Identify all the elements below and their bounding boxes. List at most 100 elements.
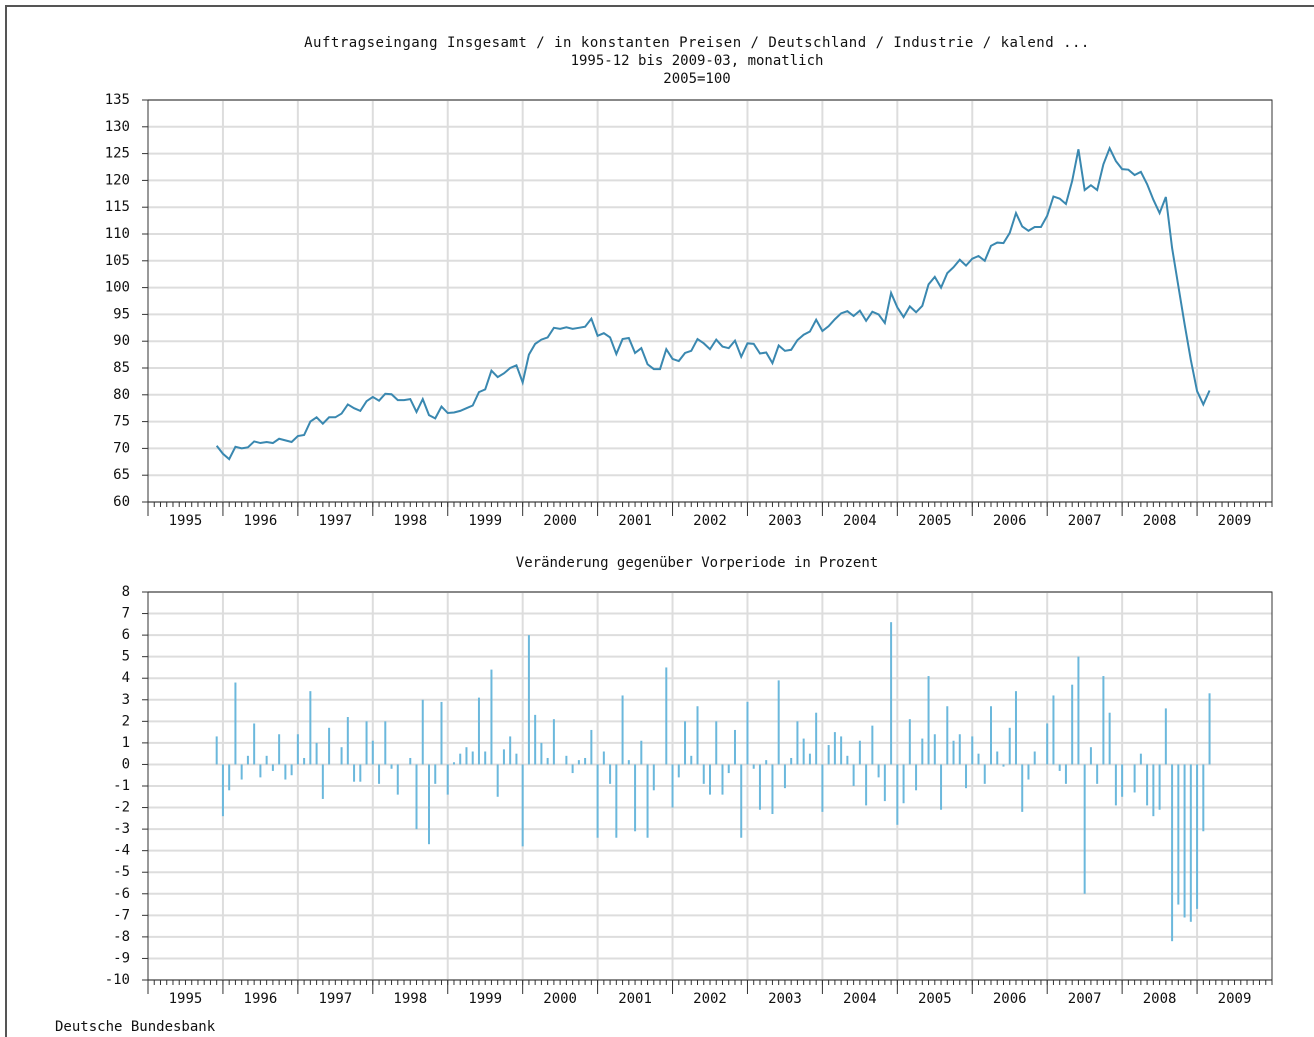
bar <box>990 706 992 765</box>
y-tick-label: 130 <box>105 119 130 135</box>
y-tick-label: -1 <box>113 778 130 794</box>
bar <box>565 755 568 765</box>
bar <box>621 695 624 765</box>
bar <box>1114 764 1117 806</box>
bar <box>946 706 949 765</box>
bar <box>1046 723 1049 765</box>
bar <box>346 717 349 765</box>
bar <box>796 721 799 765</box>
bar <box>977 753 980 765</box>
bar <box>1183 764 1186 918</box>
bar <box>384 721 387 765</box>
y-tick-label: 4 <box>122 670 130 686</box>
bar <box>815 712 818 765</box>
bar <box>271 764 274 771</box>
x-tick-label: 1999 <box>468 991 502 1007</box>
x-tick-label: 2002 <box>693 991 727 1007</box>
x-tick-label: 2007 <box>1068 991 1102 1007</box>
bar <box>846 755 849 765</box>
x-tick-label: 1997 <box>318 513 352 529</box>
bar <box>634 764 637 832</box>
bar <box>971 736 974 765</box>
y-tick-label: 85 <box>113 360 130 376</box>
bar <box>890 622 893 765</box>
bar <box>259 764 262 778</box>
bar <box>802 738 805 765</box>
bar <box>1189 764 1192 922</box>
bar <box>808 753 811 765</box>
bar <box>1133 764 1136 793</box>
bar <box>240 764 243 780</box>
line <box>215 145 1211 461</box>
bar <box>228 764 231 791</box>
x-tick-label: 1995 <box>169 991 203 1007</box>
bar <box>315 742 318 765</box>
chart-title: Veränderung gegenüber Vorperiode in Proz… <box>516 555 878 571</box>
y-tick-label: -9 <box>113 950 130 966</box>
minor-ticks <box>147 502 1273 507</box>
y-tick-label: 60 <box>113 494 130 510</box>
bar <box>396 764 399 795</box>
bar <box>915 764 918 791</box>
chart-subtitle: 1995-12 bis 2009-03, monatlich <box>571 53 824 69</box>
plot-frame <box>147 591 1273 981</box>
y-tick-label: -4 <box>113 843 130 859</box>
bar <box>527 635 530 765</box>
bar <box>596 764 599 838</box>
x-tick-label: 2008 <box>1143 991 1177 1007</box>
source: Deutsche Bundesbank <box>55 1019 216 1035</box>
bar <box>1108 712 1111 765</box>
bar <box>996 751 999 765</box>
y-tick-label: 125 <box>105 146 130 162</box>
x-tick-label: 2000 <box>543 991 577 1007</box>
x-tick-label: 2001 <box>618 513 652 529</box>
bar <box>577 760 580 765</box>
bar <box>1096 764 1099 784</box>
chart-title: Auftragseingang Insgesamt / in konstante… <box>304 35 1090 51</box>
bar <box>871 725 874 765</box>
bar <box>952 740 955 765</box>
y-tick-label: -7 <box>113 907 130 923</box>
bar <box>340 747 343 765</box>
bar <box>309 691 312 765</box>
y-tick-label: 80 <box>113 387 130 403</box>
y-tick-label: 100 <box>105 280 130 296</box>
bar <box>571 764 574 774</box>
y-tick-label: -10 <box>105 972 130 988</box>
y-tick-label: 0 <box>122 756 130 772</box>
bar <box>684 721 687 765</box>
bar <box>896 764 899 825</box>
bar <box>690 755 693 765</box>
bar <box>290 764 293 776</box>
bar <box>1077 656 1080 765</box>
bar <box>783 764 786 789</box>
bar <box>833 732 836 765</box>
x-tick-label: 1998 <box>393 513 427 529</box>
bar <box>278 734 281 765</box>
bar <box>303 757 306 765</box>
y-tick-label: 120 <box>105 172 130 188</box>
bar <box>740 764 743 838</box>
bar <box>677 764 680 778</box>
y-tick-label: 2 <box>122 713 130 729</box>
y-tick-label: 115 <box>105 199 130 215</box>
bar <box>1158 764 1161 810</box>
bar <box>1052 695 1055 765</box>
bar <box>858 740 861 765</box>
y-tick-label: -2 <box>113 800 130 816</box>
bar <box>821 764 824 812</box>
y-tick-label: 75 <box>113 414 130 430</box>
bar <box>446 764 449 795</box>
y-tick-label: 6 <box>122 627 130 643</box>
y-tick-label: 70 <box>113 440 130 456</box>
x-tick-label: 1996 <box>244 513 278 529</box>
bar <box>696 706 699 765</box>
bar <box>1083 764 1086 894</box>
bar <box>908 719 911 765</box>
bar <box>652 764 655 791</box>
bar <box>552 719 555 765</box>
bar <box>640 740 643 765</box>
plot-frame <box>147 99 1273 503</box>
bar <box>540 742 543 765</box>
